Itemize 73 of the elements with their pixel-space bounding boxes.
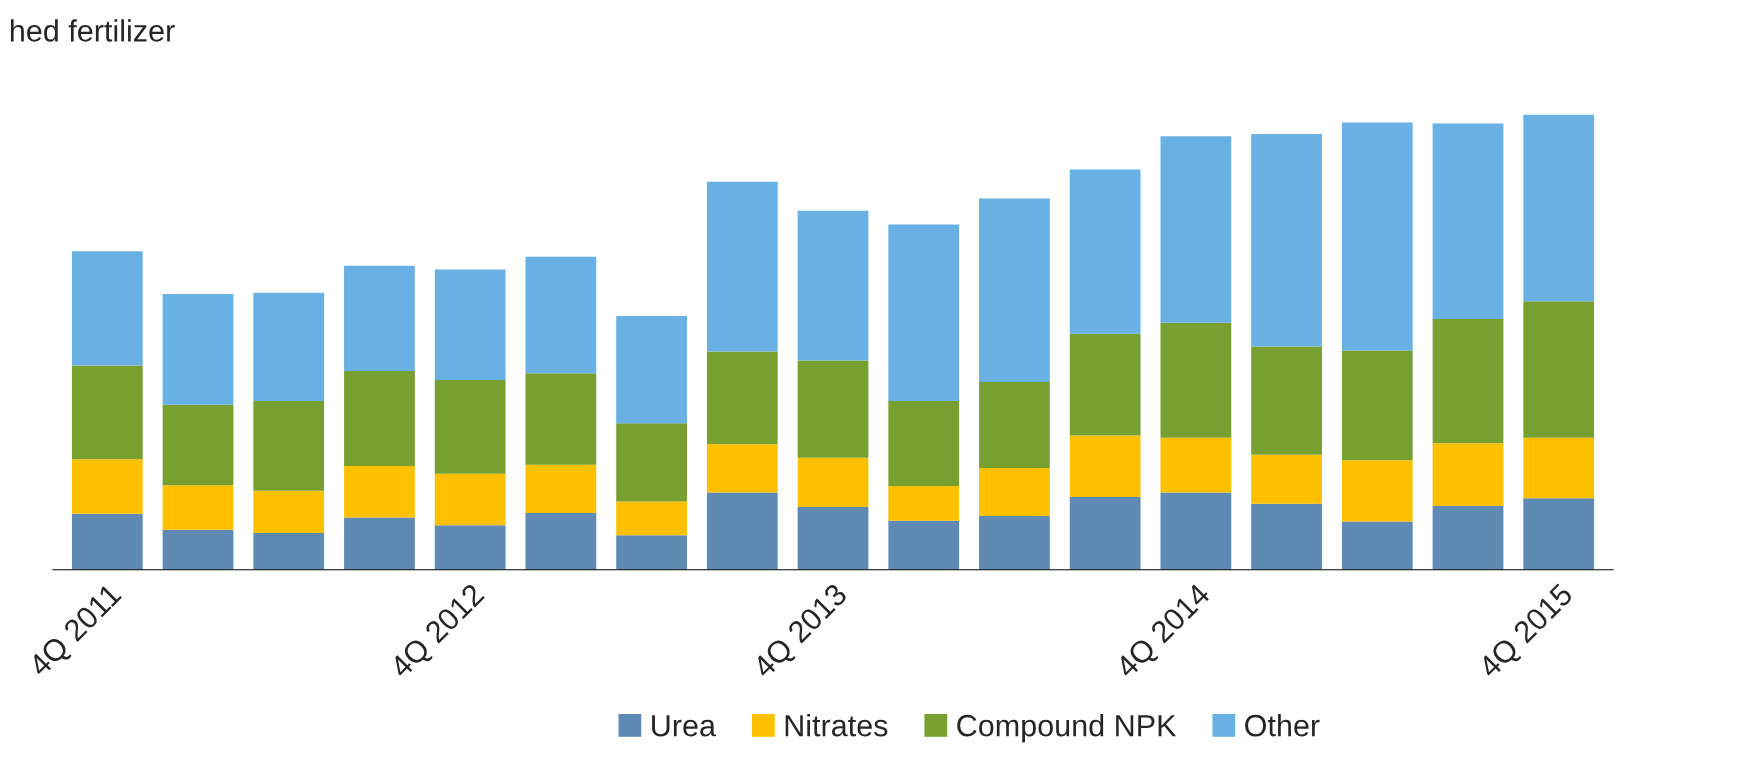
bar	[979, 467, 1050, 517]
bar	[253, 532, 325, 570]
bar	[1523, 114, 1595, 302]
bar	[344, 466, 415, 518]
bar	[1069, 169, 1141, 334]
bar	[434, 473, 506, 526]
bar	[1432, 443, 1504, 507]
bar	[71, 365, 143, 460]
bar	[706, 444, 778, 493]
bar	[253, 490, 325, 533]
legend-label: Urea	[652, 715, 716, 737]
bar	[1251, 454, 1322, 504]
bar	[979, 381, 1050, 468]
bar	[344, 517, 415, 570]
bar	[525, 464, 597, 513]
bar	[1160, 492, 1232, 570]
bar	[71, 251, 143, 366]
bar	[1432, 506, 1504, 570]
bar	[1523, 498, 1595, 570]
bar	[1251, 346, 1322, 455]
bar	[1341, 122, 1413, 351]
bar	[1523, 301, 1595, 438]
bar	[706, 351, 778, 445]
bar	[797, 210, 869, 361]
bar	[1432, 123, 1504, 320]
bar	[344, 370, 415, 467]
bar	[706, 492, 778, 570]
bar	[434, 525, 506, 570]
bar	[797, 360, 869, 458]
bar	[525, 373, 597, 465]
bar	[616, 315, 687, 424]
bar	[525, 512, 597, 570]
chart-title: hed fertilizer	[10, 19, 175, 42]
bar	[71, 513, 143, 570]
bar	[1251, 133, 1322, 347]
bar	[1341, 460, 1413, 522]
bar	[162, 294, 234, 405]
bar	[1160, 322, 1232, 438]
bar	[253, 400, 325, 491]
bar	[434, 269, 506, 381]
legend-label: Nitrates	[785, 714, 888, 737]
bar	[1069, 435, 1141, 497]
bar	[1160, 437, 1232, 493]
bar	[888, 486, 960, 521]
bar	[616, 423, 687, 502]
legend-label: Compound NPK	[957, 714, 1177, 743]
legend-label: Other	[1245, 714, 1320, 737]
bar	[797, 457, 869, 508]
bar	[797, 507, 869, 570]
bar	[1069, 333, 1141, 436]
bar	[71, 459, 143, 514]
bar	[162, 485, 234, 530]
bar	[888, 400, 960, 487]
bar	[616, 535, 687, 570]
bar	[979, 516, 1050, 570]
bar	[888, 224, 960, 401]
bar	[434, 380, 506, 474]
bar	[1523, 437, 1595, 499]
bar	[162, 529, 234, 570]
bar	[706, 181, 778, 352]
bar	[525, 256, 597, 374]
bar	[162, 404, 234, 486]
bar	[1432, 319, 1504, 444]
bar	[253, 292, 325, 401]
bar	[1341, 350, 1413, 461]
bar	[979, 198, 1050, 382]
bar	[888, 520, 960, 570]
bar	[1160, 136, 1232, 323]
bar	[1341, 521, 1413, 570]
bar	[344, 265, 415, 371]
bar	[1251, 503, 1322, 570]
bar	[616, 501, 687, 536]
bar	[1069, 497, 1141, 570]
